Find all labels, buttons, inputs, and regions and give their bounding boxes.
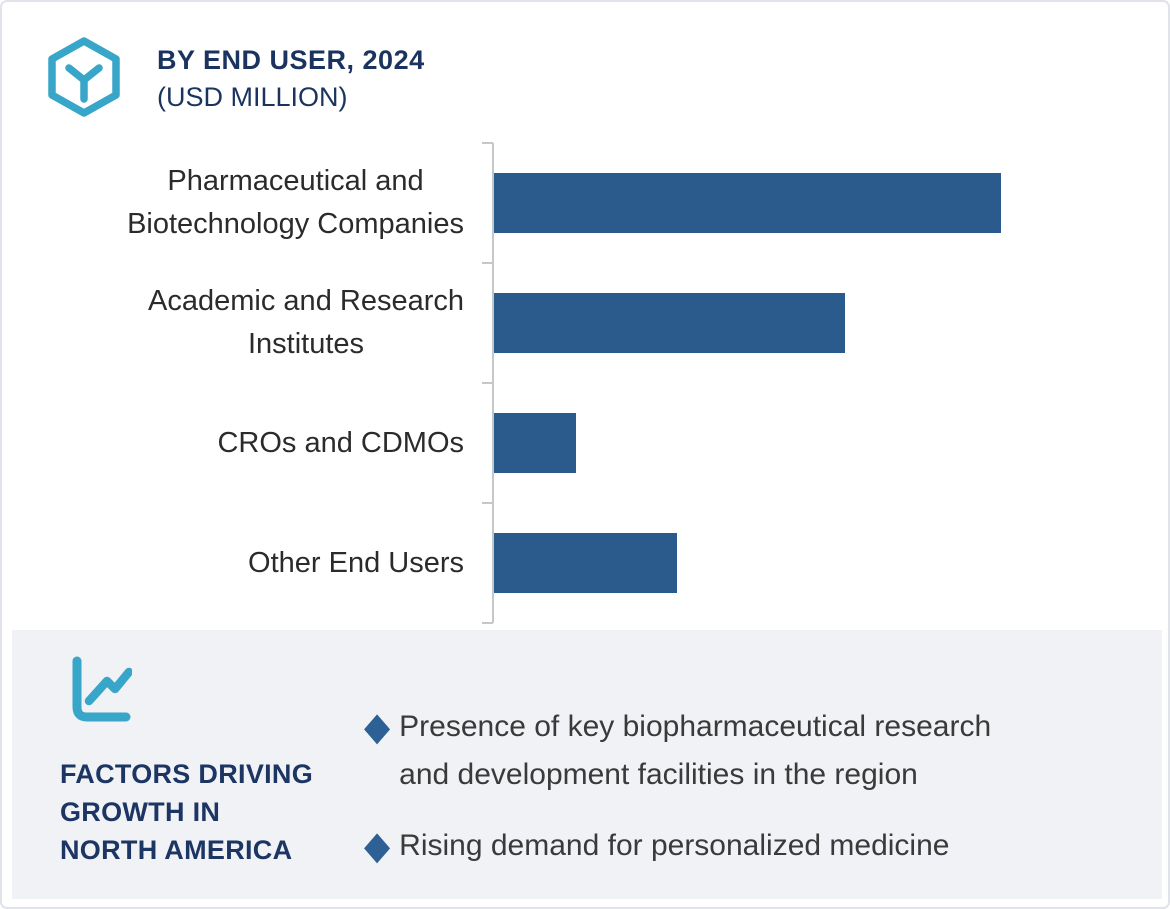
factors-heading-line: FACTORS DRIVING: [60, 759, 314, 789]
category-label-other: Other End Users: [2, 503, 464, 623]
chart-title: BY END USER, 2024: [157, 45, 425, 75]
chart-title-block: BY END USER, 2024 (USD MILLION): [157, 42, 425, 116]
factor-bullet-text: Presence of key biopharmaceutical resear…: [399, 710, 992, 791]
factor-bullet: ◆ Presence of key biopharmaceutical rese…: [364, 703, 1044, 799]
diamond-bullet-icon: ◆: [364, 823, 391, 869]
bar-cros: [494, 413, 576, 473]
axis-tick: [482, 622, 493, 624]
chart-subtitle: (USD MILLION): [157, 82, 348, 112]
hexagon-cube-icon: [48, 37, 120, 117]
factors-heading-line: NORTH AMERICA: [60, 835, 293, 865]
bar-chart: Pharmaceutical and Biotechnology Compani…: [2, 2, 1170, 630]
bar-pharma: [494, 173, 1001, 233]
axis-tick: [482, 502, 493, 504]
category-label-text: Academic and Research Institutes: [148, 285, 464, 360]
factors-heading-line: GROWTH IN: [60, 797, 221, 827]
bar-academic: [494, 293, 845, 353]
factor-bullet: ◆ Rising demand for personalized medicin…: [364, 822, 1044, 870]
axis-tick: [482, 262, 493, 264]
line-chart-icon: [72, 656, 132, 722]
category-label-pharma: Pharmaceutical and Biotechnology Compani…: [2, 143, 464, 263]
bar-other: [494, 533, 677, 593]
factors-panel: FACTORS DRIVING GROWTH IN NORTH AMERICA …: [12, 630, 1162, 899]
axis-tick: [482, 382, 493, 384]
diamond-bullet-icon: ◆: [364, 704, 391, 750]
factor-bullet-text: Rising demand for personalized medicine: [399, 829, 950, 862]
category-label-text: Other End Users: [248, 546, 464, 579]
y-axis-line: [492, 143, 494, 623]
factors-bullet-list: ◆ Presence of key biopharmaceutical rese…: [364, 703, 1044, 893]
category-label-cros: CROs and CDMOs: [2, 383, 464, 503]
category-label-text: CROs and CDMOs: [217, 426, 464, 459]
factors-heading: FACTORS DRIVING GROWTH IN NORTH AMERICA: [60, 755, 313, 869]
axis-tick: [482, 142, 493, 144]
category-label-academic: Academic and Research Institutes: [2, 263, 464, 383]
category-label-text: Pharmaceutical and Biotechnology Compani…: [127, 165, 464, 240]
